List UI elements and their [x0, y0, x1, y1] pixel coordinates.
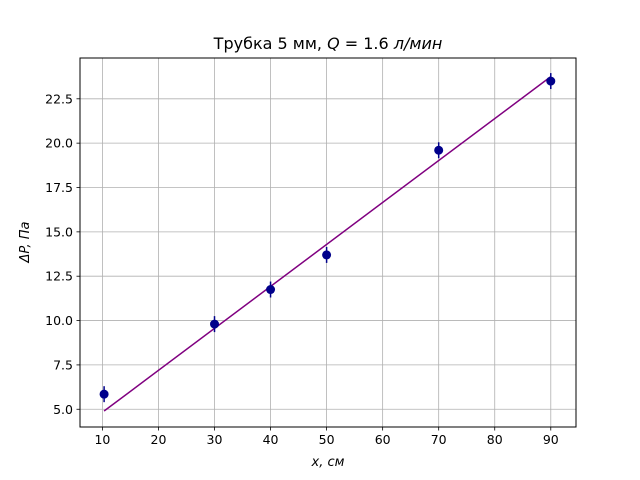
- x-tick-label: 20: [151, 432, 167, 447]
- y-tick-label: 10.0: [45, 313, 73, 328]
- fit-line: [103, 76, 552, 412]
- x-tick-label: 90: [543, 432, 559, 447]
- x-tick-label: 70: [431, 432, 447, 447]
- fit-line-group: [103, 76, 552, 412]
- data-point: [266, 285, 276, 295]
- data-point: [99, 389, 109, 399]
- y-tick-label: 7.5: [53, 357, 73, 372]
- plot-frame: [79, 57, 577, 428]
- grid: [80, 58, 576, 427]
- y-axis-label: ΔP, Па: [18, 221, 33, 263]
- y-tick-label: 12.5: [45, 269, 73, 284]
- y-tick-label: 22.5: [45, 91, 73, 106]
- y-axis-ticks: 5.0 7.5 10.0 12.5 15.0 17.5 20.0 22.5: [45, 91, 80, 417]
- y-tick-label: 20.0: [45, 136, 73, 151]
- chart-title-equals: = 1.6: [340, 34, 394, 53]
- x-axis-label: x, см: [311, 455, 345, 470]
- chart-title-units: л/мин: [393, 34, 443, 53]
- data-point: [546, 76, 556, 86]
- x-tick-label: 30: [207, 432, 223, 447]
- chart-title-plain: Трубка 5 мм,: [213, 34, 327, 53]
- x-tick-label: 10: [94, 432, 110, 447]
- y-tick-label: 17.5: [45, 180, 73, 195]
- x-axis-ticks: 10 20 30 40 50 60 70 80 90: [94, 427, 559, 447]
- y-tick-label: 15.0: [45, 224, 73, 239]
- data-point: [434, 145, 444, 155]
- chart-title: Трубка 5 мм, Q = 1.6 л/мин: [213, 34, 443, 53]
- chart-title-variable: Q: [327, 34, 340, 53]
- data-point: [210, 319, 220, 329]
- x-tick-label: 80: [487, 432, 503, 447]
- x-tick-label: 50: [319, 432, 335, 447]
- x-tick-label: 40: [263, 432, 279, 447]
- data-points-group: [99, 73, 556, 403]
- y-tick-label: 5.0: [53, 402, 73, 417]
- data-point: [322, 250, 332, 260]
- x-tick-label: 60: [375, 432, 391, 447]
